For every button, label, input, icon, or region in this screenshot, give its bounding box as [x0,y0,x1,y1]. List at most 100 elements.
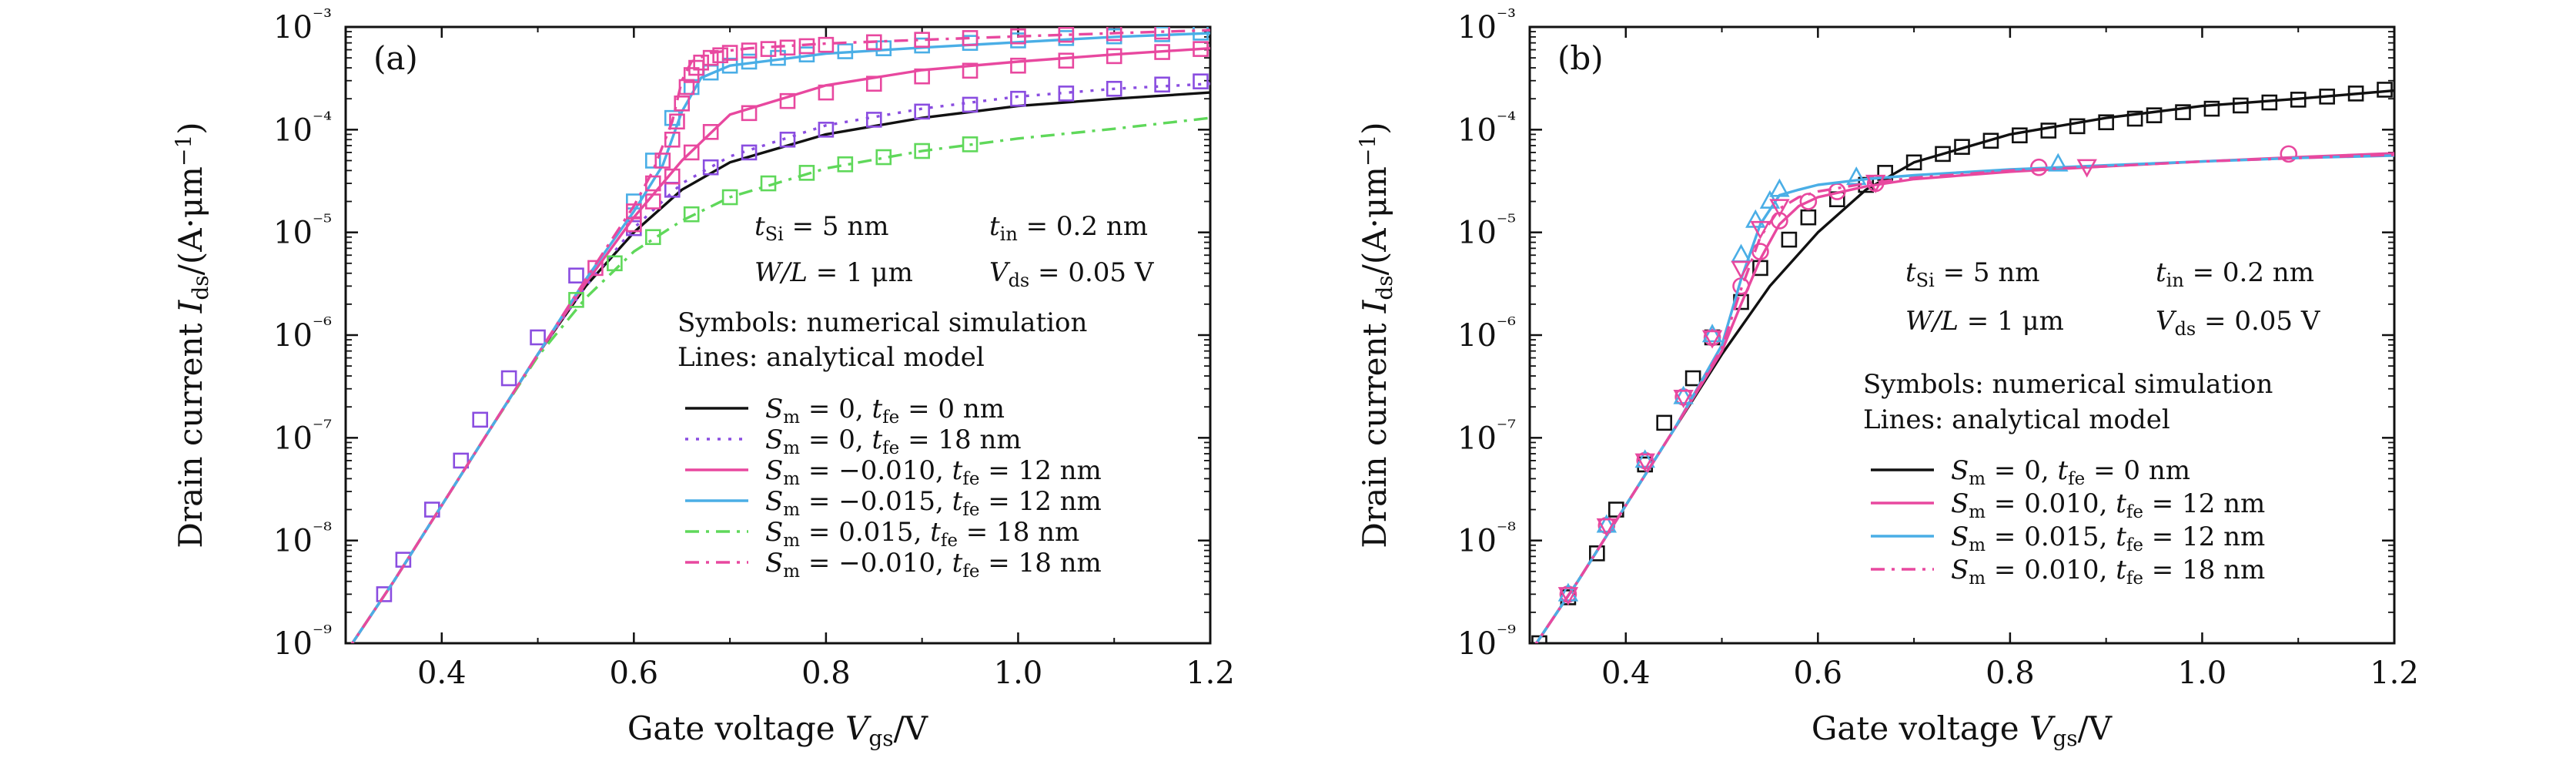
series-a-6-marker [674,95,691,112]
x-axis-title-a: Gate voltage Vgs/V [627,709,928,751]
series-a-2-marker [453,452,470,469]
series-a-3-marker [587,260,604,277]
series-a-6-marker [818,36,835,53]
series-a-6-marker [914,32,930,48]
x-tick-label: 0.4 [1601,656,1651,691]
series-b-1-marker [2319,89,2335,105]
series-b-1-marker [1656,414,1672,431]
series-a-6-marker [779,39,796,56]
annotation-lines-a: Lines: analytical model [677,342,985,373]
x-tick-label: 0.8 [1986,656,2035,691]
data-a [350,27,1210,643]
y-axis-title-a: Drain current Ids/(A·μm−1) [171,122,213,548]
series-a-6-marker [1154,27,1170,40]
series-b-3-line [1534,154,2394,643]
series-a-2-marker [818,122,835,138]
series-b-1-marker [2012,127,2028,144]
series-a-5-marker [875,149,892,166]
series-a-3-marker [1010,57,1026,74]
legend-b-label-1: Sm = 0, tfe = 0 nm [1951,455,2190,489]
series-a-6-marker [654,153,671,169]
ticks-b: 0.4 0.6 0.8 1.0 1.2 10⁻⁹ 10⁻⁸ 10⁻⁷ 10⁻⁶ 10⁻⁵ 10⁻⁴ 1… [1457,5,2419,691]
legend-a-label-1: Sm = 0, tfe = 0 nm [765,394,1005,428]
series-a-2-marker [1058,86,1075,102]
annotation-vds-a: Vds = 0.05 V [989,257,1155,291]
series-b-4-marker [1701,330,1723,349]
series-b-3-marker [1634,449,1655,468]
series-a-3-marker [962,62,979,79]
series-a-4-marker [837,43,854,59]
y-tick-label: 10⁻⁵ [1457,211,1516,251]
series-b-1-marker [2098,114,2114,131]
annotation-lines-b: Lines: analytical model [1863,404,2170,435]
series-a-5-marker [798,165,815,181]
series-a-6-marker [741,42,758,59]
y-tick-label: 10⁻⁵ [273,211,332,251]
series-a-6-marker [644,175,661,192]
legend-b-label-4: Sm = 0.010, tfe = 18 nm [1951,555,2265,589]
series-b-1-marker [1781,231,1798,248]
series-b-4-marker [1557,587,1579,606]
series-a-2-marker [530,329,546,346]
axis-titles-b: Gate voltage Vgs/V Drain current Ids/(A·… [1355,122,2113,751]
series-a-5-marker [607,255,623,272]
y-tick-label: 10⁻⁹ [273,622,332,662]
y-tick-label: 10⁻³ [273,5,332,45]
series-a-3-marker [1154,44,1170,60]
series-b-1-marker [2347,86,2364,102]
series-b-3-marker [1596,514,1618,533]
series-a-3-marker [702,124,719,140]
series-a-4-marker [1193,27,1209,41]
annotation-wl-b: W/L = 1 μm [1905,306,2064,337]
annotation-tsi-a: tSi = 5 nm [754,211,888,245]
series-b-3-marker [2048,153,2069,172]
annotation-tin-b: tin = 0.2 nm [2156,257,2314,291]
x-tick-label: 0.6 [1794,656,1843,691]
series-b-1-marker [2261,94,2278,111]
series-a-3-marker [683,144,700,161]
series-b-4-marker [2076,159,2097,178]
legend-b-label-3: Sm = 0.015, tfe = 12 nm [1951,522,2265,555]
series-a-3-marker [779,92,796,109]
plot-area-a [350,27,1210,643]
x-tick-label: 1.0 [2178,656,2227,691]
legend-a-label-3: Sm = −0.010, tfe = 12 nm [765,455,1102,489]
series-a-2-marker [500,370,517,387]
series-a-6-marker [626,203,642,220]
annotation-vds-b: Vds = 0.05 V [2156,306,2321,340]
series-b-1-marker [2233,97,2249,114]
series-b-1-marker [1531,635,1547,643]
legend-a-label-5: Sm = 0.015, tfe = 18 nm [765,517,1079,551]
series-a-6-marker [760,41,777,57]
series-a-2-marker [741,144,758,161]
y-axis-title-b: Drain current Ids/(A·μm−1) [1355,122,1397,548]
series-a-2-marker [1010,90,1026,107]
series-a-5-marker [644,229,661,246]
x-tick-label: 1.0 [994,656,1043,691]
series-b-1-marker [1589,545,1605,562]
series-b-1-marker [2069,118,2086,135]
series-a-6-marker [664,131,681,148]
series-b-1-marker [1982,132,1999,149]
y-tick-label: 10⁻⁶ [1457,314,1516,354]
series-b-3-marker [1769,178,1790,197]
series-a-6-marker [865,34,882,51]
series-b-1-marker [1877,165,1893,181]
series-b-1-marker [2146,107,2163,123]
series-a-4-marker [721,57,738,74]
y-tick-label: 10⁻⁸ [273,519,332,559]
series-a-5-marker [962,136,979,153]
legend-b-label-2: Sm = 0.010, tfe = 12 nm [1951,488,2265,522]
series-b-1-marker [1935,146,1951,163]
series-a-2-marker [914,103,930,120]
x-tick-label: 1.2 [1186,656,1235,691]
legend-a-label-2: Sm = 0, tfe = 18 nm [765,424,1022,458]
x-tick-label: 0.4 [417,656,467,691]
series-b-3-marker [1673,385,1694,404]
series-a-6-marker [669,113,685,130]
panel-b: 0.4 0.6 0.8 1.0 1.2 10⁻⁹ 10⁻⁸ 10⁻⁷ 10⁻⁶ 10⁻⁵ 10⁻⁴ 1… [1355,5,2419,751]
series-b-4-marker [1865,174,1886,193]
series-b-1-marker [1954,139,1970,155]
series-a-6-marker [693,54,709,71]
